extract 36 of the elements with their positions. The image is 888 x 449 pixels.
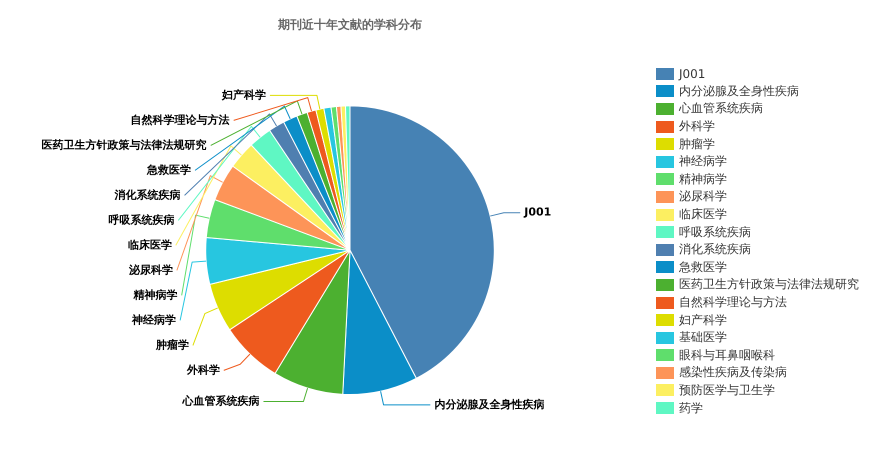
slice-label: 心血管系统疾病 [181,394,260,408]
slice-label: 临床医学 [128,238,172,252]
legend-label: 眼科与耳鼻咽喉科 [679,346,775,364]
slice-label: 自然科学理论与方法 [130,113,230,126]
slice-label: 神经病学 [131,313,176,326]
legend-label: 妇产科学 [679,312,727,329]
slice-label: 医药卫生方针政策与法律法规研究 [42,138,207,152]
legend-label: J001 [679,66,706,81]
legend-label: 消化系统疾病 [679,241,751,258]
slice-label: 精神病学 [132,288,178,302]
legend-label: 预防医学与卫生学 [679,382,775,399]
legend-label: 呼吸系统疾病 [679,224,751,241]
slice-label: 内分泌腺及全身性疾病 [434,398,544,411]
slice-label: 肿瘤学 [154,338,189,352]
legend-label: 自然科学理论与方法 [679,294,787,312]
slice-label: 消化系统疾病 [114,188,181,202]
legend-label: 泌尿科学 [679,188,727,206]
legend-label: 心血管系统疾病 [679,100,763,118]
legend-label: 肿瘤学 [679,136,715,153]
slice-label: 急救医学 [146,163,192,176]
slice-label: 呼吸系统疾病 [108,213,174,226]
legend-label: 药学 [679,400,703,417]
legend-label: 医药卫生方针政策与法律法规研究 [679,276,859,294]
legend-label: 临床医学 [679,206,727,224]
slice-label: J001 [523,206,552,219]
legend-label: 基础医学 [679,329,727,346]
slice-label: 外科学 [186,363,220,376]
slice-label: 泌尿科学 [128,263,173,276]
legend-label: 感染性疾病及传染病 [679,364,787,382]
legend-label: 急救医学 [679,258,727,276]
slice-label: 妇产科学 [220,88,266,102]
legend-label: 内分泌腺及全身性疾病 [679,82,799,100]
legend-label: 外科学 [679,118,715,136]
legend-label: 精神病学 [679,170,727,188]
chart-title: 期刊近十年文献的学科分布 [277,17,422,32]
legend-label: 神经病学 [679,153,727,170]
